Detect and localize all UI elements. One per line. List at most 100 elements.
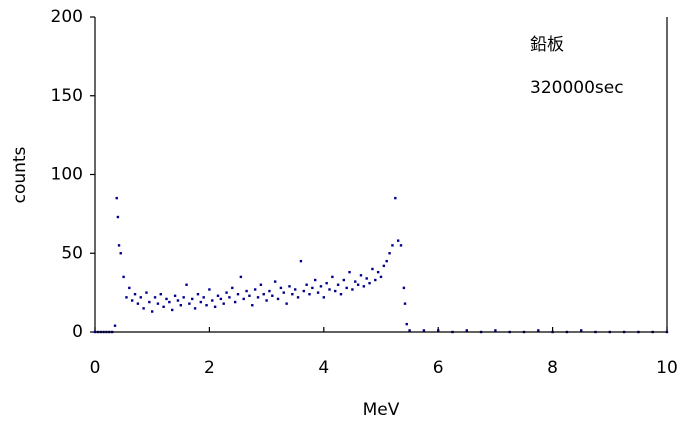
- point: [208, 288, 211, 291]
- point: [271, 294, 274, 297]
- point: [331, 275, 334, 279]
- point: [113, 324, 117, 327]
- point: [253, 288, 257, 291]
- point: [145, 291, 148, 294]
- point: [319, 285, 323, 288]
- point: [362, 285, 366, 288]
- x-tick-label: 10: [656, 358, 678, 378]
- point: [422, 329, 426, 332]
- point: [153, 296, 157, 299]
- point: [465, 329, 468, 332]
- y-tick-label: 150: [51, 86, 83, 106]
- point: [403, 302, 407, 305]
- point: [365, 277, 368, 280]
- point: [537, 329, 540, 332]
- point: [219, 297, 223, 301]
- point: [325, 281, 328, 285]
- point: [356, 283, 360, 286]
- point: [117, 244, 121, 247]
- x-tick-label: 6: [433, 358, 444, 378]
- point: [182, 296, 185, 299]
- point: [265, 299, 268, 302]
- point: [351, 288, 354, 291]
- point: [385, 259, 388, 263]
- point: [159, 293, 162, 296]
- point: [245, 289, 248, 293]
- point: [256, 296, 260, 299]
- point: [179, 304, 182, 307]
- x-tick-label: 4: [318, 358, 329, 378]
- point: [156, 302, 160, 305]
- point: [396, 239, 400, 242]
- point: [262, 293, 265, 296]
- point: [233, 300, 237, 304]
- point: [116, 215, 120, 219]
- point: [374, 278, 377, 282]
- point: [328, 288, 331, 291]
- point: [299, 259, 303, 263]
- point: [305, 283, 308, 286]
- point: [382, 264, 386, 268]
- point: [213, 305, 217, 308]
- point: [211, 299, 214, 302]
- point: [171, 308, 174, 312]
- point: [273, 280, 277, 283]
- point: [268, 289, 271, 293]
- point: [371, 267, 374, 271]
- point: [251, 304, 254, 307]
- point: [399, 244, 403, 247]
- y-tick-label: 200: [51, 7, 83, 27]
- point: [339, 293, 343, 296]
- x-tick-label: 0: [90, 358, 101, 378]
- point: [165, 297, 168, 301]
- point: [193, 307, 197, 310]
- point: [288, 285, 291, 288]
- point: [336, 283, 340, 286]
- point: [205, 304, 208, 307]
- point: [379, 275, 383, 279]
- point: [376, 270, 380, 274]
- point: [279, 286, 283, 290]
- point: [176, 299, 180, 302]
- point: [348, 270, 351, 274]
- point: [130, 299, 134, 302]
- point: [345, 286, 348, 290]
- point: [285, 302, 288, 305]
- x-axis-label: MeV: [363, 400, 400, 420]
- point: [191, 297, 194, 301]
- point: [151, 310, 154, 313]
- point: [296, 296, 300, 299]
- point: [402, 286, 406, 290]
- y-tick-label: 50: [61, 243, 83, 263]
- point: [259, 283, 263, 286]
- point: [168, 300, 171, 304]
- annotation: 320000sec: [530, 78, 624, 98]
- point: [239, 275, 243, 279]
- point: [196, 293, 200, 296]
- point: [136, 302, 140, 305]
- point: [311, 286, 314, 290]
- point: [294, 288, 297, 291]
- point: [122, 275, 125, 279]
- point: [228, 296, 231, 299]
- point: [391, 244, 394, 247]
- y-tick-label: 100: [51, 165, 83, 185]
- point: [162, 305, 165, 308]
- point: [199, 300, 203, 304]
- point: [580, 329, 583, 332]
- point: [148, 300, 151, 304]
- point: [173, 294, 177, 297]
- point: [308, 293, 311, 296]
- point: [359, 274, 363, 277]
- point: [188, 302, 191, 305]
- point: [125, 296, 128, 299]
- y-axis-label: counts: [10, 146, 30, 203]
- point: [342, 278, 346, 282]
- point: [354, 280, 357, 283]
- point: [334, 289, 337, 293]
- point: [394, 196, 397, 200]
- point: [437, 329, 440, 332]
- point: [314, 278, 317, 282]
- point: [236, 293, 240, 296]
